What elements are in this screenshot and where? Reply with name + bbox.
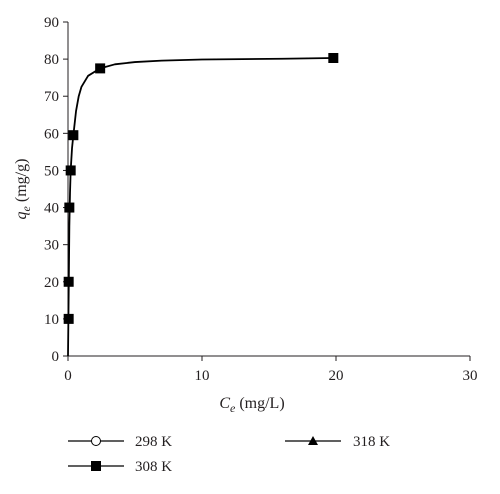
data-point-308k xyxy=(95,63,106,74)
data-point-308k xyxy=(63,276,74,287)
axis-labels-layer: 0 10 20 30 40 50 60 70 80 90 0 10 20 30 Ce (mg/L) qe (m… xyxy=(13,15,478,415)
x-tick-label: 10 xyxy=(195,368,210,384)
legend-marker-318k xyxy=(308,436,318,445)
data-point-308k xyxy=(63,313,74,324)
y-tick-label: 30 xyxy=(44,238,59,254)
y-tick-label: 50 xyxy=(44,163,59,179)
y-axis-title: qe (mg/g) xyxy=(13,159,33,220)
fit-curve-308k xyxy=(67,57,334,357)
legend-marker-308k xyxy=(91,461,101,471)
y-tick-label: 20 xyxy=(44,275,59,291)
y-tick-label: 40 xyxy=(44,201,59,217)
x-tick-label: 0 xyxy=(64,368,72,384)
legend-marker-298k xyxy=(91,436,101,446)
legend-label-298k: 298 K xyxy=(135,434,172,450)
legend: 298 K 308 K 318 K xyxy=(68,434,390,475)
axes xyxy=(63,21,471,361)
y-tick-label: 10 xyxy=(44,312,59,328)
y-tick-label: 90 xyxy=(44,15,59,31)
x-tick-label: 30 xyxy=(463,368,478,384)
y-tick-label: 60 xyxy=(44,126,59,142)
data-point-308k xyxy=(328,52,339,63)
y-tick-label: 70 xyxy=(44,89,59,105)
data-point-308k xyxy=(68,130,79,141)
y-tick-label: 80 xyxy=(44,52,59,68)
data-points-layer xyxy=(63,52,339,324)
fit-curve-layer xyxy=(67,57,334,357)
legend-label-308k: 308 K xyxy=(135,459,172,475)
x-axis-title: Ce (mg/L) xyxy=(219,395,284,415)
legend-label-318k: 318 K xyxy=(353,434,390,450)
x-tick-label: 20 xyxy=(329,368,344,384)
data-point-308k xyxy=(65,165,76,176)
y-tick-label: 0 xyxy=(52,349,60,365)
data-point-308k xyxy=(64,202,75,213)
